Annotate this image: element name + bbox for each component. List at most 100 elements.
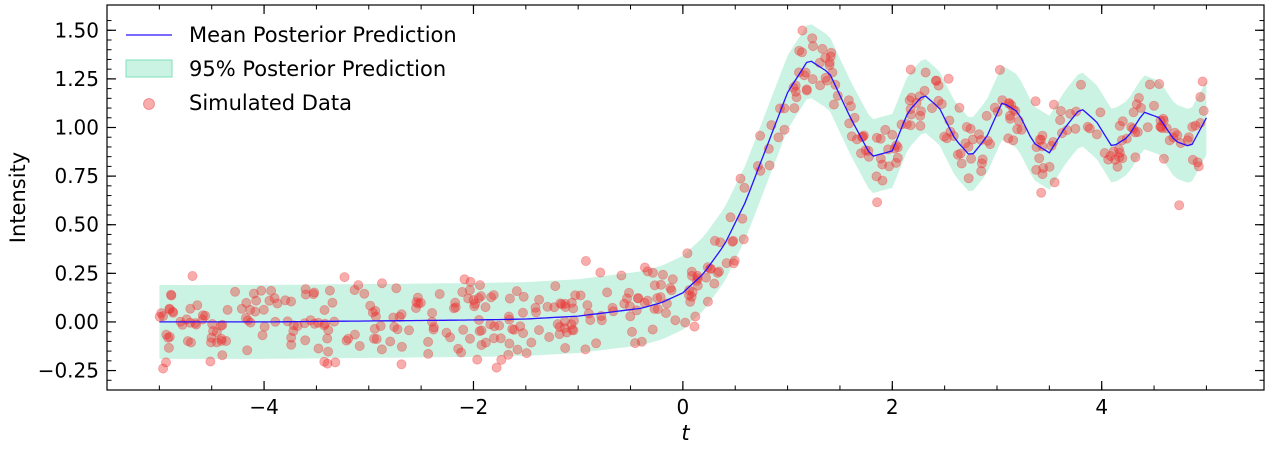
data-point <box>1037 169 1048 180</box>
data-point <box>714 266 725 277</box>
data-point <box>591 338 602 349</box>
data-point <box>570 290 581 301</box>
legend-swatch-band <box>125 59 173 78</box>
data-point <box>549 302 560 313</box>
data-point <box>349 329 360 340</box>
data-point <box>715 237 726 248</box>
data-point <box>411 297 422 308</box>
credible-band-layer <box>159 24 1207 359</box>
data-point <box>531 307 542 318</box>
data-point <box>489 321 500 332</box>
data-point <box>288 326 299 337</box>
data-point <box>368 333 379 344</box>
data-point <box>702 296 713 307</box>
data-point <box>1198 105 1209 116</box>
y-tick-label: 1.50 <box>54 18 99 42</box>
data-point <box>725 212 736 223</box>
data-point <box>1036 134 1047 145</box>
data-point <box>367 307 378 318</box>
data-point <box>309 287 320 298</box>
data-point <box>216 333 227 344</box>
data-point <box>410 302 421 313</box>
data-point <box>619 298 630 309</box>
data-point <box>1114 120 1125 131</box>
data-point <box>256 285 267 296</box>
data-point <box>164 331 175 342</box>
data-point <box>1065 108 1076 119</box>
data-point <box>163 332 174 343</box>
data-point <box>685 296 696 307</box>
data-point <box>230 286 241 297</box>
data-point <box>456 347 467 358</box>
data-point <box>568 315 579 326</box>
data-point <box>353 280 364 291</box>
data-point <box>954 102 965 113</box>
data-point <box>585 314 596 325</box>
data-point <box>815 80 826 91</box>
data-point <box>205 337 216 348</box>
data-point <box>474 326 485 337</box>
data-point <box>354 340 365 351</box>
data-point <box>933 95 944 106</box>
data-point <box>258 304 269 315</box>
data-point <box>1008 135 1019 146</box>
data-point <box>1133 93 1144 104</box>
data-point <box>624 287 635 298</box>
data-point <box>915 120 926 131</box>
data-point <box>956 158 967 169</box>
data-point <box>822 75 833 86</box>
data-point <box>773 132 784 143</box>
data-point <box>567 324 578 335</box>
data-point <box>1174 200 1185 211</box>
data-point <box>1108 146 1119 157</box>
data-point <box>1049 177 1060 188</box>
data-point <box>544 331 555 342</box>
data-point <box>542 301 553 312</box>
data-point <box>554 329 565 340</box>
data-point <box>495 333 506 344</box>
data-point <box>933 80 944 91</box>
data-point <box>412 292 423 303</box>
data-point <box>1113 144 1124 155</box>
data-point <box>997 95 1008 106</box>
data-point <box>165 289 176 300</box>
data-point <box>550 281 561 292</box>
data-point <box>843 95 854 106</box>
x-tick-label: 2 <box>886 395 899 419</box>
data-point <box>963 141 974 152</box>
data-point <box>515 321 526 332</box>
data-point <box>595 267 606 278</box>
data-point <box>286 296 297 307</box>
data-point <box>941 133 952 144</box>
data-point <box>1037 141 1048 152</box>
data-point <box>371 333 382 344</box>
data-point <box>727 236 738 247</box>
data-point <box>1003 133 1014 144</box>
data-point <box>560 298 571 309</box>
data-point <box>692 280 703 291</box>
data-point <box>507 324 518 335</box>
data-point <box>690 311 701 322</box>
data-point <box>639 262 650 273</box>
data-point <box>222 304 233 315</box>
data-point <box>396 309 407 320</box>
data-point <box>916 106 927 117</box>
data-point <box>647 324 658 335</box>
data-point <box>469 301 480 312</box>
data-point <box>905 120 916 131</box>
data-point <box>445 332 456 343</box>
data-point <box>1142 122 1153 133</box>
y-axis-label: Intensity <box>6 152 30 243</box>
data-point <box>166 290 177 301</box>
data-point <box>359 288 370 299</box>
data-point <box>428 324 439 335</box>
data-point <box>1076 79 1087 90</box>
y-tick-label: 0.25 <box>54 261 99 285</box>
data-point <box>206 332 217 343</box>
data-point <box>820 52 831 63</box>
data-point <box>365 300 376 311</box>
data-point <box>518 291 529 302</box>
data-point <box>1037 130 1048 141</box>
data-point <box>434 288 445 299</box>
